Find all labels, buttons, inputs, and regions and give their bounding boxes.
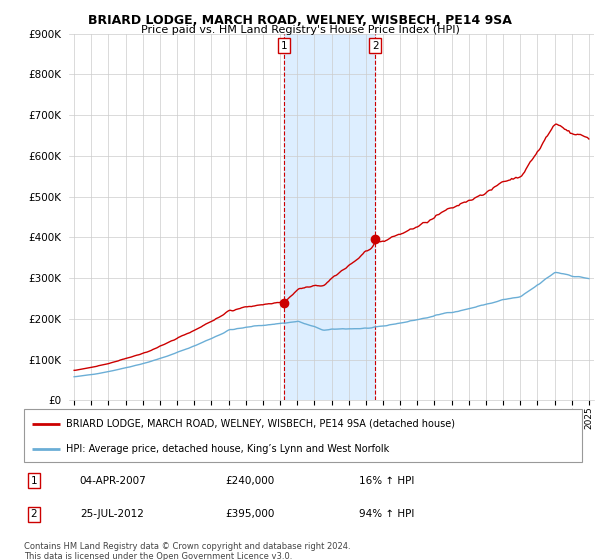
FancyBboxPatch shape: [24, 409, 582, 462]
Text: HPI: Average price, detached house, King’s Lynn and West Norfolk: HPI: Average price, detached house, King…: [66, 444, 389, 454]
Text: Contains HM Land Registry data © Crown copyright and database right 2024.
This d: Contains HM Land Registry data © Crown c…: [24, 542, 350, 560]
Text: 16% ↑ HPI: 16% ↑ HPI: [359, 475, 414, 486]
Text: £240,000: £240,000: [225, 475, 274, 486]
Text: Price paid vs. HM Land Registry's House Price Index (HPI): Price paid vs. HM Land Registry's House …: [140, 25, 460, 35]
Text: 04-APR-2007: 04-APR-2007: [80, 475, 146, 486]
Bar: [284, 34, 375, 400]
Text: 1: 1: [31, 475, 37, 486]
Text: 94% ↑ HPI: 94% ↑ HPI: [359, 509, 414, 519]
Text: 1: 1: [281, 41, 287, 51]
Text: BRIARD LODGE, MARCH ROAD, WELNEY, WISBECH, PE14 9SA: BRIARD LODGE, MARCH ROAD, WELNEY, WISBEC…: [88, 14, 512, 27]
Text: BRIARD LODGE, MARCH ROAD, WELNEY, WISBECH, PE14 9SA (detached house): BRIARD LODGE, MARCH ROAD, WELNEY, WISBEC…: [66, 419, 455, 429]
Text: 2: 2: [372, 41, 379, 51]
Text: 2: 2: [31, 509, 37, 519]
Text: 25-JUL-2012: 25-JUL-2012: [80, 509, 143, 519]
Text: £395,000: £395,000: [225, 509, 274, 519]
